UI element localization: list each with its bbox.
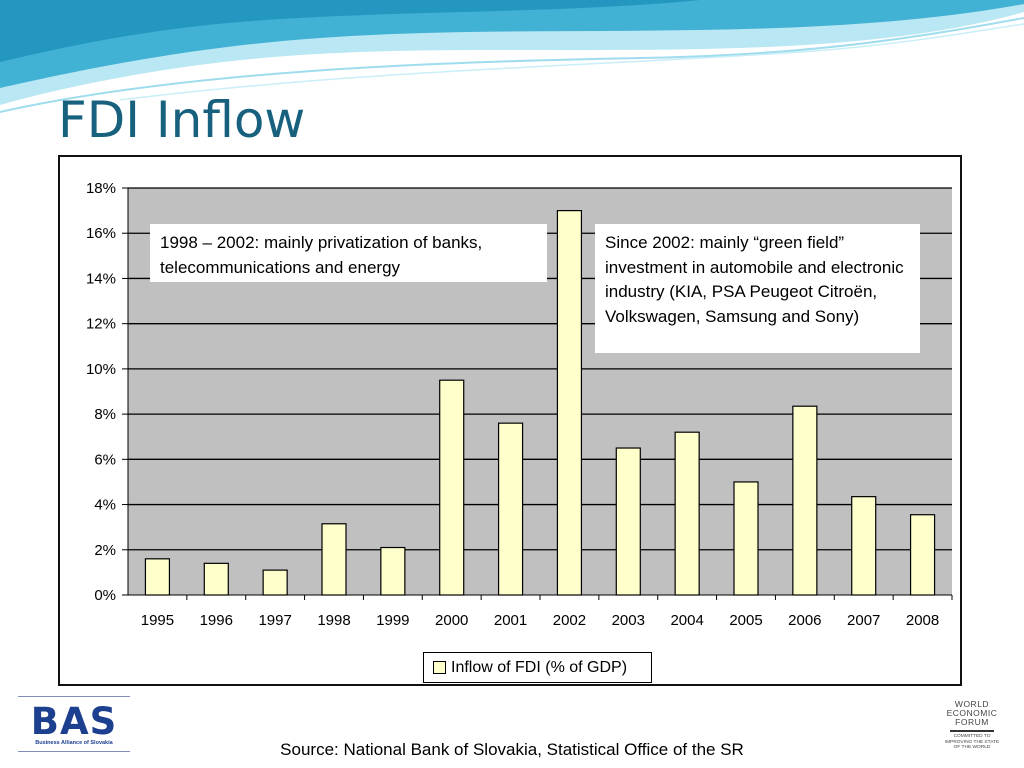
y-tick-label: 14% bbox=[86, 270, 116, 287]
bar-chart: 0% 2% 4% 6% 8% 10% 12% 14% 16% 18% 1995 1996 1997 199… bbox=[86, 180, 953, 629]
bar bbox=[439, 379, 465, 596]
y-tick-label: 6% bbox=[94, 451, 116, 468]
chart-container: 0% 2% 4% 6% 8% 10% 12% 14% 16% 18% 1995 1996 1997 199… bbox=[58, 155, 962, 686]
x-tick-label: 2003 bbox=[612, 612, 645, 629]
wef-logo-line: ECONOMIC bbox=[946, 708, 998, 718]
x-tick-label: 2007 bbox=[847, 612, 880, 629]
wef-logo-divider bbox=[950, 730, 994, 732]
wef-logo-tagline: COMMITTED TO IMPROVING THE STATE OF THE … bbox=[944, 734, 1000, 750]
bar bbox=[909, 514, 936, 596]
x-tick-label: 1998 bbox=[317, 612, 350, 629]
bas-logo: BAS Business Alliance of Slovakia bbox=[18, 696, 130, 752]
x-tick-label: 2001 bbox=[494, 612, 527, 629]
y-tick-label: 10% bbox=[86, 361, 116, 378]
legend-swatch bbox=[433, 661, 446, 674]
wef-logo-line: FORUM bbox=[955, 717, 989, 727]
y-tick-label: 18% bbox=[86, 180, 116, 197]
x-tick-label: 2000 bbox=[435, 612, 468, 629]
page-title: FDI Inflow bbox=[58, 91, 306, 149]
y-tick-label: 16% bbox=[86, 225, 116, 242]
bar bbox=[615, 447, 641, 596]
bar bbox=[792, 405, 818, 596]
bas-logo-subtitle: Business Alliance of Slovakia bbox=[35, 740, 113, 746]
x-tick-label: 1996 bbox=[200, 612, 233, 629]
y-tick-label: 0% bbox=[94, 587, 116, 604]
header-wave-decoration bbox=[0, 0, 1024, 113]
annotation-privatization: 1998 – 2002: mainly privatization of ban… bbox=[150, 224, 547, 282]
annotation-green-field: Since 2002: mainly “green field” investm… bbox=[595, 224, 920, 353]
bar bbox=[733, 481, 759, 596]
x-tick-label: 2004 bbox=[670, 612, 703, 629]
x-tick-label: 2008 bbox=[906, 612, 939, 629]
x-tick-label: 1999 bbox=[376, 612, 409, 629]
bar bbox=[497, 422, 524, 596]
bar bbox=[556, 210, 583, 596]
bar bbox=[674, 431, 700, 596]
bar bbox=[321, 523, 347, 596]
wef-logo-line: WORLD bbox=[954, 699, 990, 709]
x-tick-label: 2006 bbox=[788, 612, 821, 629]
legend-label: Inflow of FDI (% of GDP) bbox=[451, 658, 628, 676]
y-tick-label: 12% bbox=[86, 316, 116, 333]
bas-logo-text: BAS bbox=[30, 700, 118, 743]
x-tick-label: 2002 bbox=[553, 612, 586, 629]
bar bbox=[262, 569, 288, 596]
y-tick-label: 4% bbox=[94, 497, 116, 514]
chart-legend: Inflow of FDI (% of GDP) bbox=[423, 652, 652, 683]
y-tick-label: 8% bbox=[94, 406, 116, 423]
source-note: Source: National Bank of Slovakia, Stati… bbox=[280, 740, 744, 759]
bar bbox=[851, 496, 877, 596]
x-tick-label: 1995 bbox=[141, 612, 174, 629]
bar bbox=[144, 558, 171, 596]
y-tick-label: 2% bbox=[94, 542, 116, 559]
x-tick-label: 2005 bbox=[729, 612, 762, 629]
bar bbox=[380, 546, 406, 596]
wef-logo: WORLD ECONOMIC FORUM COMMITTED TO IMPROV… bbox=[944, 700, 1000, 762]
bar bbox=[203, 562, 229, 596]
x-tick-label: 1997 bbox=[258, 612, 291, 629]
